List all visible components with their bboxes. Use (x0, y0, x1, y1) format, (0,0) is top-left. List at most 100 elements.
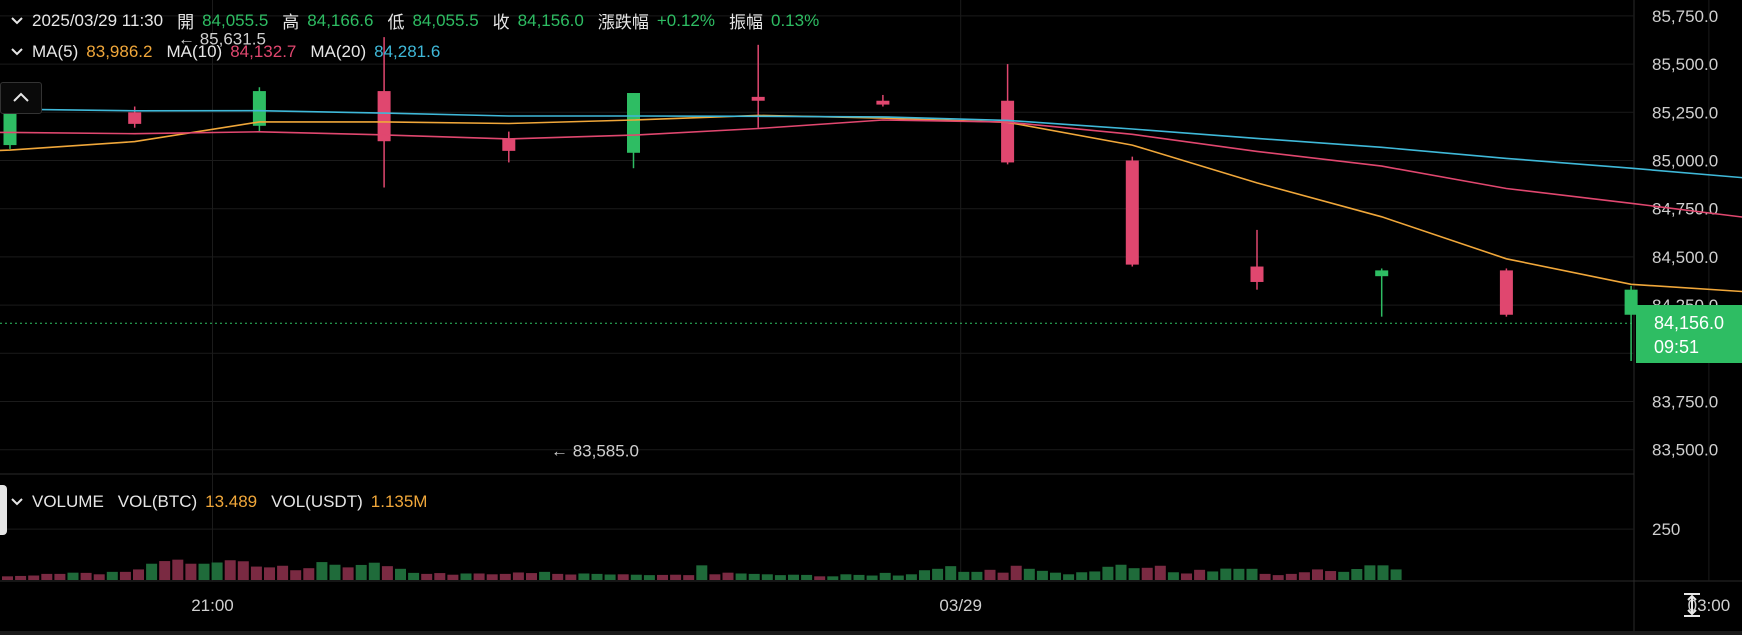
vol-usdt-label: VOL(USDT) (271, 492, 363, 511)
volume-bar (146, 563, 158, 580)
volume-info-bar: VOLUME VOL(BTC) 13.489 VOL(USDT) 1.135M (8, 492, 435, 512)
chevron-down-icon[interactable] (8, 493, 26, 511)
volume-bar (211, 562, 223, 580)
candle-up (1375, 270, 1389, 277)
volume-bar (919, 570, 930, 580)
low-value: 84,055.5 (412, 10, 479, 30)
volume-bar (827, 576, 839, 580)
volume-bar (866, 575, 878, 580)
fit-vertical-button[interactable] (1672, 590, 1712, 620)
volume-bar (1285, 573, 1297, 580)
volume-bar (41, 573, 53, 580)
volume-bar (368, 562, 380, 580)
volume-bar (905, 574, 917, 580)
volume-bar (237, 561, 249, 580)
volume-bar (2, 576, 13, 580)
volume-bar (591, 573, 603, 580)
volume-bar (984, 569, 996, 580)
volume-bar (1128, 568, 1140, 580)
volume-bar (133, 569, 144, 580)
volume-bar (735, 573, 747, 580)
volume-bar (709, 574, 721, 580)
volume-bar (1036, 570, 1048, 580)
volume-bar (106, 571, 118, 580)
volume-bar (512, 572, 524, 580)
volume-bar (1272, 575, 1284, 580)
volume-bar (28, 575, 40, 580)
volume-bar (473, 573, 485, 580)
ma10-label: MA(10) (166, 42, 223, 61)
low-label: 低 (387, 13, 405, 32)
volume-bar (997, 572, 1009, 580)
volume-bar (93, 574, 105, 580)
volume-bar (840, 574, 852, 580)
volume-bar (971, 571, 983, 580)
current-price-badge: 84,156.0 09:51 (1636, 305, 1742, 363)
ma10-value: 84,132.7 (230, 42, 297, 61)
volume-bar (552, 573, 564, 580)
candle-down (1001, 100, 1015, 163)
candle-down (1499, 270, 1513, 315)
volume-bar (198, 563, 210, 580)
current-price: 84,156.0 (1654, 313, 1725, 333)
volume-bar (696, 565, 708, 580)
volume-bar (159, 561, 171, 580)
volume-bar (329, 564, 341, 580)
volume-bar (722, 572, 734, 580)
ma5-value: 83,986.2 (86, 42, 153, 61)
volume-bar (1364, 565, 1376, 580)
volume-bar (185, 563, 197, 580)
volume-bar (80, 572, 92, 580)
volume-bar (1063, 574, 1075, 580)
volume-bar (1220, 568, 1232, 580)
volume-bar (1377, 565, 1389, 580)
collapse-button[interactable] (0, 82, 42, 114)
volume-bar (67, 572, 79, 580)
volume-bar (1246, 568, 1258, 580)
volume-bar (1167, 572, 1179, 580)
volume-bar (421, 573, 433, 580)
open-value: 84,055.5 (202, 10, 269, 30)
volume-bar (316, 562, 328, 580)
volume-bar (290, 570, 302, 580)
chevron-down-icon[interactable] (8, 43, 26, 61)
volume-bar (630, 574, 642, 580)
chevron-down-icon[interactable] (8, 12, 26, 30)
ohlc-info-bar: 2025/03/29 11:30 開 84,055.5 高 84,166.6 低… (8, 8, 827, 33)
volume-bar (1390, 569, 1402, 580)
x-tick-label: 21:00 (191, 596, 234, 615)
candle-up (252, 91, 266, 126)
volume-bar (801, 574, 813, 580)
volume-bar (264, 567, 275, 580)
y-tick-label: 85,000.0 (1652, 152, 1718, 171)
volume-bar (761, 574, 773, 580)
chevron-up-icon (13, 92, 29, 102)
volume-tick-label: 250 (1652, 520, 1680, 539)
volume-bar (15, 575, 27, 580)
candle-up (1624, 289, 1638, 315)
ma10-line (0, 119, 1742, 218)
volume-bar (119, 571, 131, 580)
volume-bar (1023, 568, 1035, 580)
volume-bar (774, 575, 786, 580)
volume-bar (1233, 568, 1245, 580)
candle-countdown: 09:51 (1654, 337, 1700, 357)
volume-bar (526, 573, 537, 580)
vol-btc-value: 13.489 (205, 492, 258, 511)
volume-bar (1312, 569, 1323, 580)
y-tick-label: 84,500.0 (1652, 248, 1718, 267)
close-label: 收 (492, 13, 510, 32)
ma20-value: 84,281.6 (374, 42, 441, 61)
ma20-label: MA(20) (310, 42, 367, 61)
side-panel-handle[interactable] (0, 485, 7, 535)
amplitude-value: 0.13% (770, 10, 820, 30)
volume-bar (945, 566, 957, 580)
amplitude-label: 振幅 (728, 13, 763, 32)
volume-bar (1076, 572, 1088, 580)
volume-bar (788, 574, 799, 580)
ma5-label: MA(5) (32, 42, 79, 61)
volume-bar (1207, 571, 1219, 580)
vol-btc-label: VOL(BTC) (117, 492, 198, 511)
candle-up (627, 93, 640, 153)
